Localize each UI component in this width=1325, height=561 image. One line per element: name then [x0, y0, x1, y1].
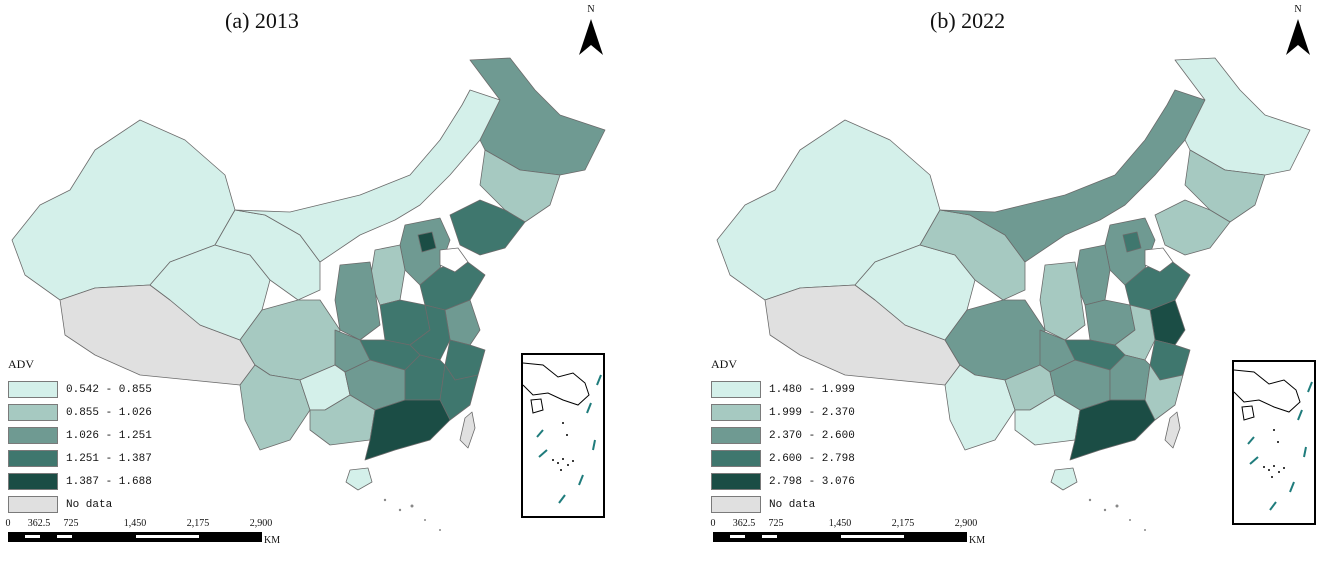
- province-heilongjiang: [469, 57, 606, 176]
- scale-tick: 362.5: [27, 518, 51, 529]
- legend-item: 1.251 - 1.387: [8, 447, 152, 470]
- scale-bar: 0 362.5 725 1,450 2,175 2,900 KM: [5, 518, 298, 548]
- legend: ADV 0.542 - 0.855 0.855 - 1.026 1.026 - …: [8, 357, 152, 516]
- legend-label: 0.542 - 0.855: [66, 383, 152, 396]
- legend-item: 2.798 - 3.076: [711, 470, 855, 493]
- north-arrow-icon: [579, 19, 603, 55]
- province-shaanxi: [334, 261, 381, 341]
- scale-tick: 0: [710, 518, 716, 529]
- scale-bar-graphic: [713, 532, 967, 542]
- scale-tick: 2,900: [954, 518, 978, 529]
- province-liaoning: [1154, 199, 1231, 256]
- legend-swatch: [711, 404, 761, 421]
- south-china-sea-inset: [521, 353, 605, 518]
- province-liaoning: [449, 199, 526, 256]
- panel-title: (a) 2013: [225, 8, 299, 33]
- province-beijing: [1122, 231, 1142, 253]
- province-guangdong: [364, 399, 451, 461]
- legend-label: 0.855 - 1.026: [66, 406, 152, 419]
- legend-label: 2.600 - 2.798: [769, 452, 855, 465]
- scale-tick: 725: [63, 518, 79, 529]
- legend-title: ADV: [711, 357, 737, 371]
- legend-label: No data: [66, 498, 113, 511]
- panel-2022: (b) 2022: [705, 0, 1325, 561]
- province-taiwan: [459, 411, 476, 449]
- legend-swatch: [8, 473, 58, 490]
- province-jilin: [479, 149, 561, 223]
- legend-swatch: [8, 404, 58, 421]
- scale-tick: 2,175: [891, 518, 915, 529]
- scale-bar: 0 362.5 725 1,450 2,175 2,900 KM: [710, 518, 1003, 548]
- legend-item: 1.480 - 1.999: [711, 378, 855, 401]
- legend-item: No data: [8, 493, 152, 516]
- legend-swatch: [8, 450, 58, 467]
- legend-item: 0.855 - 1.026: [8, 401, 152, 424]
- province-guangdong: [1069, 399, 1156, 461]
- scale-tick: 725: [768, 518, 784, 529]
- scale-bar-graphic: [8, 532, 262, 542]
- province-hainan: [345, 467, 373, 491]
- panel-title: (b) 2022: [930, 8, 1006, 33]
- north-label: N: [587, 4, 595, 15]
- legend-label: 2.370 - 2.600: [769, 429, 855, 442]
- north-label: N: [1294, 4, 1302, 15]
- north-arrow: N: [576, 4, 606, 62]
- panel-2013: (a) 2013: [0, 0, 660, 561]
- legend-item: 1.026 - 1.251: [8, 424, 152, 447]
- scale-tick: 2,175: [186, 518, 210, 529]
- province-heilongjiang: [1174, 57, 1311, 176]
- scale-tick: 0: [5, 518, 11, 529]
- legend-swatch: [8, 496, 58, 513]
- scale-unit: KM: [264, 535, 281, 546]
- scale-tick: 1,450: [828, 518, 852, 529]
- bohai-sea: [439, 247, 469, 273]
- legend-swatch: [711, 381, 761, 398]
- scale-tick: 1,450: [123, 518, 147, 529]
- legend-label: No data: [769, 498, 816, 511]
- legend-label: 2.798 - 3.076: [769, 475, 855, 488]
- province-hainan: [1050, 467, 1078, 491]
- scale-tick: 2,900: [249, 518, 273, 529]
- legend-label: 1.387 - 1.688: [66, 475, 152, 488]
- province-shaanxi: [1039, 261, 1086, 341]
- province-beijing: [417, 231, 437, 253]
- legend-item: No data: [711, 493, 855, 516]
- inset-map: [1233, 369, 1313, 511]
- china-map: [11, 57, 606, 531]
- legend-label: 1.251 - 1.387: [66, 452, 152, 465]
- legend-item: 1.387 - 1.688: [8, 470, 152, 493]
- legend-item: 0.542 - 0.855: [8, 378, 152, 401]
- legend-swatch: [711, 496, 761, 513]
- legend-swatch: [711, 450, 761, 467]
- legend-swatch: [8, 381, 58, 398]
- china-map: [716, 57, 1311, 531]
- scale-unit: KM: [969, 535, 986, 546]
- province-jilin: [1184, 149, 1266, 223]
- legend-item: 1.999 - 2.370: [711, 401, 855, 424]
- legend-label: 1.026 - 1.251: [66, 429, 152, 442]
- inset-map: [522, 362, 602, 504]
- province-qinghai: [149, 244, 271, 341]
- legend: ADV 1.480 - 1.999 1.999 - 2.370 2.370 - …: [711, 357, 855, 516]
- bohai-sea: [1144, 247, 1174, 273]
- north-arrow: N: [1283, 4, 1313, 62]
- legend-swatch: [8, 427, 58, 444]
- legend-label: 1.999 - 2.370: [769, 406, 855, 419]
- legend-swatch: [711, 427, 761, 444]
- legend-item: 2.370 - 2.600: [711, 424, 855, 447]
- legend-item: 2.600 - 2.798: [711, 447, 855, 470]
- north-arrow-icon: [1286, 19, 1310, 55]
- legend-title: ADV: [8, 357, 34, 371]
- scale-tick: 362.5: [732, 518, 756, 529]
- province-taiwan: [1164, 411, 1181, 449]
- legend-swatch: [711, 473, 761, 490]
- province-qinghai: [854, 244, 976, 341]
- legend-label: 1.480 - 1.999: [769, 383, 855, 396]
- south-china-sea-inset: [1232, 360, 1316, 525]
